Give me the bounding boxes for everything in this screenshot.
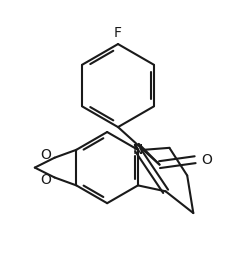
Text: N: N — [133, 143, 143, 157]
Text: O: O — [40, 173, 51, 187]
Text: F: F — [114, 26, 122, 40]
Text: O: O — [201, 153, 212, 167]
Text: O: O — [40, 148, 51, 162]
